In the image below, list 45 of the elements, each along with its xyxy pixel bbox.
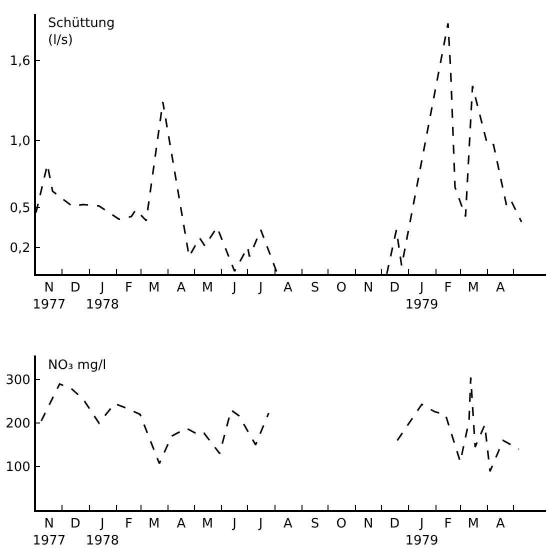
y-tick-label: 0,2	[10, 240, 30, 256]
x-tick-label: J 1979	[405, 280, 438, 312]
x-tick-label: A	[496, 280, 506, 296]
x-tick-label: N	[364, 280, 374, 296]
x-tick-label: J 1978	[86, 280, 120, 312]
x-tick-label: M	[148, 516, 160, 532]
x-tick-label: N	[364, 516, 374, 532]
x-tick-label: S	[310, 280, 320, 296]
y-axis-title: NO₃ mg/l	[48, 358, 106, 373]
x-tick-label: O	[336, 280, 346, 296]
x-tick-label: A	[176, 516, 186, 532]
y-tick-label: 0,5	[10, 200, 30, 216]
x-tick-label: J	[232, 516, 236, 532]
y-axis-title: Schüttung (l/s)	[48, 16, 115, 48]
x-tick-label: A	[176, 280, 186, 296]
x-tick-label: J	[258, 516, 263, 532]
x-tick-label: M	[202, 516, 214, 532]
x-tick-label: A	[283, 280, 292, 296]
x-tick-label: O	[336, 516, 346, 532]
x-tick-label: F	[124, 280, 132, 296]
x-tick-label: N 1977	[32, 280, 66, 312]
x-tick-label: M	[202, 280, 214, 296]
x-tick-label: S	[310, 516, 320, 532]
x-tick-label: F	[124, 516, 132, 532]
y-tick-label: 200	[6, 416, 30, 432]
x-tick-label: D	[70, 280, 80, 296]
y-tick-label: 100	[6, 460, 30, 476]
x-tick-label: F	[444, 516, 452, 532]
x-tick-label: M	[468, 280, 479, 296]
x-tick-label: A	[283, 516, 292, 532]
y-tick-label: 1,6	[10, 54, 30, 70]
y-tick-label: 1,0	[10, 134, 30, 150]
x-tick-label: D	[70, 516, 80, 532]
x-tick-label: J	[232, 280, 236, 296]
x-tick-label: J 1978	[86, 516, 120, 548]
x-tick-label: A	[496, 516, 506, 532]
y-tick-label: 300	[6, 373, 30, 388]
x-tick-label: N 1977	[32, 516, 66, 548]
x-tick-label: J 1979	[405, 516, 438, 548]
x-tick-label: J	[258, 280, 263, 296]
x-tick-label: D	[390, 280, 400, 296]
x-tick-label: M	[148, 280, 160, 296]
x-tick-label: M	[468, 516, 479, 532]
x-tick-label: F	[444, 280, 452, 296]
x-tick-label: D	[390, 516, 400, 532]
